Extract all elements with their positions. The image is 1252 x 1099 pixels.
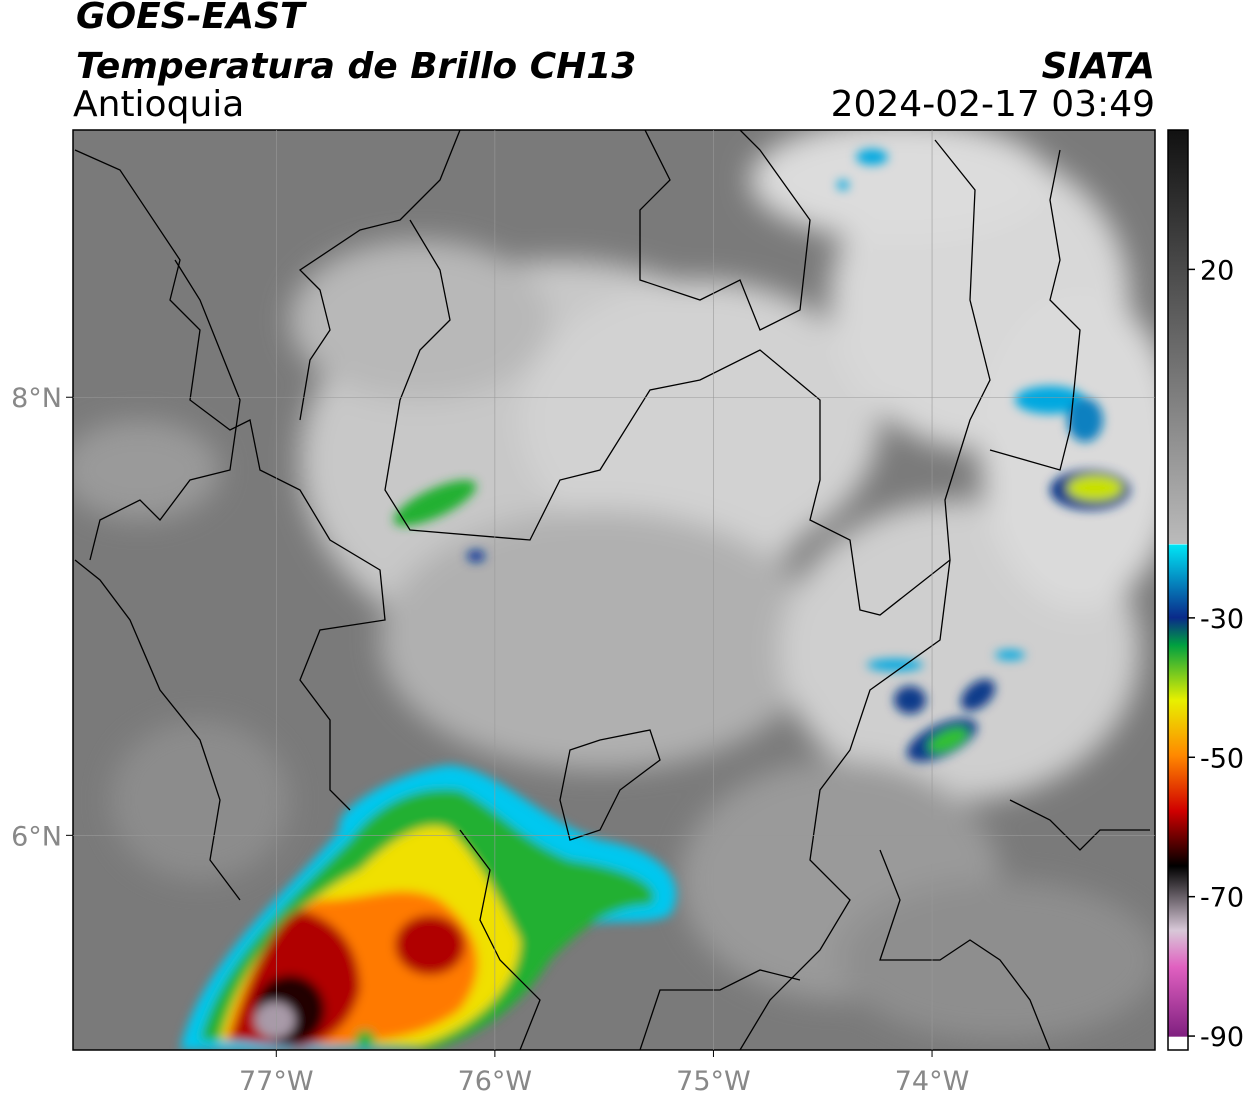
x-tick-label: 75°W [676, 1066, 751, 1097]
y-tick-label: 8°N [11, 383, 62, 414]
x-tick-label: 76°W [458, 1066, 533, 1097]
x-tick-label: 74°W [895, 1066, 970, 1097]
colorbar-tick-label: -30 [1200, 604, 1244, 635]
colorbar-tick-label: -90 [1200, 1022, 1244, 1053]
title: GOES-EAST [76, 0, 307, 37]
x-tick-label: 77°W [239, 1066, 314, 1097]
region: Antioquia [73, 84, 244, 125]
cloud-field [73, 130, 1155, 1040]
subtitle: Temperatura de Brillo CH13 [76, 46, 636, 87]
colorbar [1167, 129, 1189, 1051]
datetime: 2024-02-17 03:49 [831, 84, 1155, 125]
colorbar-tick-label: -70 [1200, 883, 1244, 914]
satellite-image [73, 130, 1155, 1050]
y-tick-label: 6°N [11, 821, 62, 852]
source: SIATA [1042, 46, 1155, 87]
colorbar-tick-label: -50 [1200, 743, 1244, 774]
convective-cells [180, 149, 1130, 1050]
colorbar-tick-label: 20 [1200, 255, 1234, 286]
boundaries [74, 130, 1150, 1050]
map-frame [72, 129, 1156, 1051]
